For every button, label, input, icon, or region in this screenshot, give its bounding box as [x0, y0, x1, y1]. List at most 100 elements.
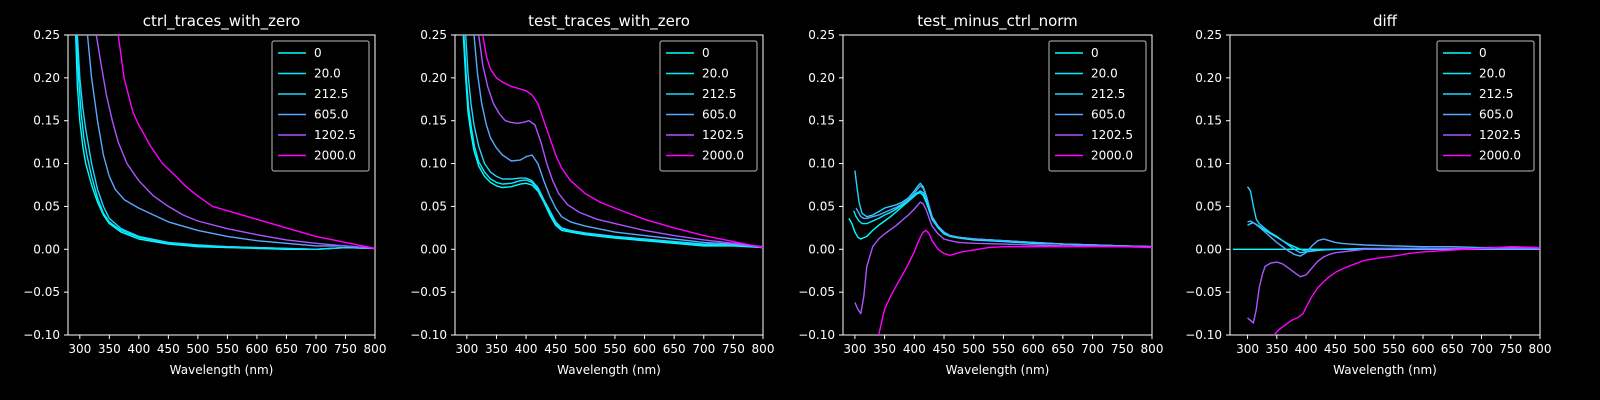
x-tick-label: 550 — [603, 342, 626, 356]
x-tick-label: 650 — [663, 342, 686, 356]
legend-label: 20.0 — [1479, 67, 1506, 81]
x-tick-label: 500 — [186, 342, 209, 356]
series-line-2000.0 — [878, 229, 1152, 335]
series-line-1202.5 — [478, 35, 763, 248]
series-line-2000.0 — [1273, 246, 1540, 335]
x-tick-label: 450 — [933, 342, 956, 356]
y-tick-label: −0.10 — [798, 328, 835, 342]
x-tick-label: 500 — [574, 342, 597, 356]
x-axis-label: Wavelength (nm) — [170, 363, 274, 377]
legend-label: 0 — [1091, 46, 1099, 60]
y-tick-label: 0.10 — [33, 157, 60, 171]
series-line-0 — [462, 35, 763, 249]
chart-panel-1: test_traces_with_zero 300 350 400 450 500 550 6… — [410, 12, 774, 377]
legend-label: 0 — [702, 46, 710, 60]
chart-panel-0: ctrl_traces_with_zero 300 350 400 450 500 550 6… — [23, 12, 386, 377]
series-line-0 — [848, 192, 1152, 248]
legend-label: 2000.0 — [314, 149, 356, 163]
x-tick-label: 750 — [1111, 342, 1134, 356]
x-tick-label: 600 — [1412, 342, 1435, 356]
legend-label: 0 — [314, 46, 322, 60]
chart-title: test_minus_ctrl_norm — [917, 12, 1078, 31]
chart-panel-3: diff 300 350 400 450 500 550 600 650 700 750 800 −0.… — [1185, 12, 1551, 377]
y-tick-label: 0.20 — [33, 71, 60, 85]
x-tick-label: 800 — [752, 342, 775, 356]
legend-label: 212.5 — [702, 87, 736, 101]
series-line-0 — [75, 35, 375, 250]
x-tick-label: 650 — [1441, 342, 1464, 356]
x-axis-label: Wavelength (nm) — [557, 363, 661, 377]
x-tick-label: 800 — [1529, 342, 1552, 356]
y-tick-label: 0.00 — [33, 242, 60, 256]
legend-label: 2000.0 — [1091, 149, 1133, 163]
y-tick-label: −0.10 — [23, 328, 60, 342]
x-tick-label: 550 — [992, 342, 1015, 356]
x-tick-label: 300 — [68, 342, 91, 356]
y-tick-label: −0.05 — [23, 285, 60, 299]
legend-label: 1202.5 — [1479, 128, 1521, 142]
x-tick-label: 800 — [1141, 342, 1164, 356]
legend-label: 1202.5 — [702, 128, 744, 142]
x-tick-label: 500 — [1353, 342, 1376, 356]
chart-panel-2: test_minus_ctrl_norm 300 350 400 450 500 550 60… — [798, 12, 1163, 377]
x-tick-label: 350 — [98, 342, 121, 356]
series-line-1202.5 — [1247, 247, 1540, 324]
y-tick-label: 0.20 — [808, 71, 835, 85]
y-tick-label: −0.05 — [798, 285, 835, 299]
y-tick-label: 0.25 — [33, 28, 60, 42]
legend-label: 212.5 — [314, 87, 348, 101]
series-group — [75, 35, 375, 250]
y-tick-label: 0.25 — [1195, 28, 1222, 42]
legend-label: 1202.5 — [314, 128, 356, 142]
legend-label: 20.0 — [1091, 67, 1118, 81]
x-tick-label: 350 — [873, 342, 896, 356]
legend-label: 20.0 — [702, 67, 729, 81]
series-line-1202.5 — [854, 201, 1152, 315]
y-tick-label: −0.10 — [1185, 328, 1222, 342]
y-tick-label: 0.15 — [33, 114, 60, 128]
y-tick-label: 0.10 — [420, 157, 447, 171]
x-tick-label: 550 — [1382, 342, 1405, 356]
series-line-212.5 — [465, 35, 763, 249]
x-tick-label: 300 — [843, 342, 866, 356]
x-tick-label: 300 — [1236, 342, 1259, 356]
legend: 0 20.0 212.5 605.0 1202.5 2000.0 — [659, 40, 758, 172]
x-tick-label: 400 — [1295, 342, 1318, 356]
x-tick-label: 300 — [455, 342, 478, 356]
y-tick-label: 0.20 — [420, 71, 447, 85]
x-tick-label: 650 — [275, 342, 298, 356]
y-tick-label: 0.10 — [1195, 157, 1222, 171]
x-tick-label: 500 — [962, 342, 985, 356]
series-line-605.0 — [473, 35, 763, 249]
y-tick-label: −0.05 — [1185, 285, 1222, 299]
x-tick-label: 700 — [1470, 342, 1493, 356]
x-tick-label: 750 — [334, 342, 357, 356]
legend-label: 605.0 — [1091, 108, 1125, 122]
y-tick-label: 0.00 — [420, 242, 447, 256]
y-tick-label: 0.00 — [1195, 242, 1222, 256]
x-tick-label: 400 — [903, 342, 926, 356]
x-tick-label: 450 — [157, 342, 180, 356]
legend-label: 212.5 — [1091, 87, 1125, 101]
legend-label: 2000.0 — [1479, 149, 1521, 163]
y-tick-label: 0.05 — [420, 199, 447, 213]
x-tick-label: 450 — [544, 342, 567, 356]
x-tick-label: 800 — [364, 342, 387, 356]
series-group — [848, 170, 1152, 335]
x-axis-label: Wavelength (nm) — [1333, 363, 1437, 377]
x-tick-label: 400 — [515, 342, 538, 356]
legend-label: 605.0 — [702, 108, 736, 122]
y-tick-label: 0.05 — [1195, 199, 1222, 213]
series-line-605.0 — [855, 185, 1152, 248]
y-tick-label: 0.20 — [1195, 71, 1222, 85]
series-line-1202.5 — [95, 35, 375, 250]
y-tick-label: 0.10 — [808, 157, 835, 171]
legend-label: 1202.5 — [1091, 128, 1133, 142]
x-tick-label: 600 — [245, 342, 268, 356]
x-tick-label: 400 — [127, 342, 150, 356]
legend: 0 20.0 212.5 605.0 1202.5 2000.0 — [271, 40, 370, 172]
y-tick-label: 0.00 — [808, 242, 835, 256]
x-tick-label: 700 — [692, 342, 715, 356]
y-tick-label: 0.05 — [808, 199, 835, 213]
y-tick-label: 0.15 — [808, 114, 835, 128]
